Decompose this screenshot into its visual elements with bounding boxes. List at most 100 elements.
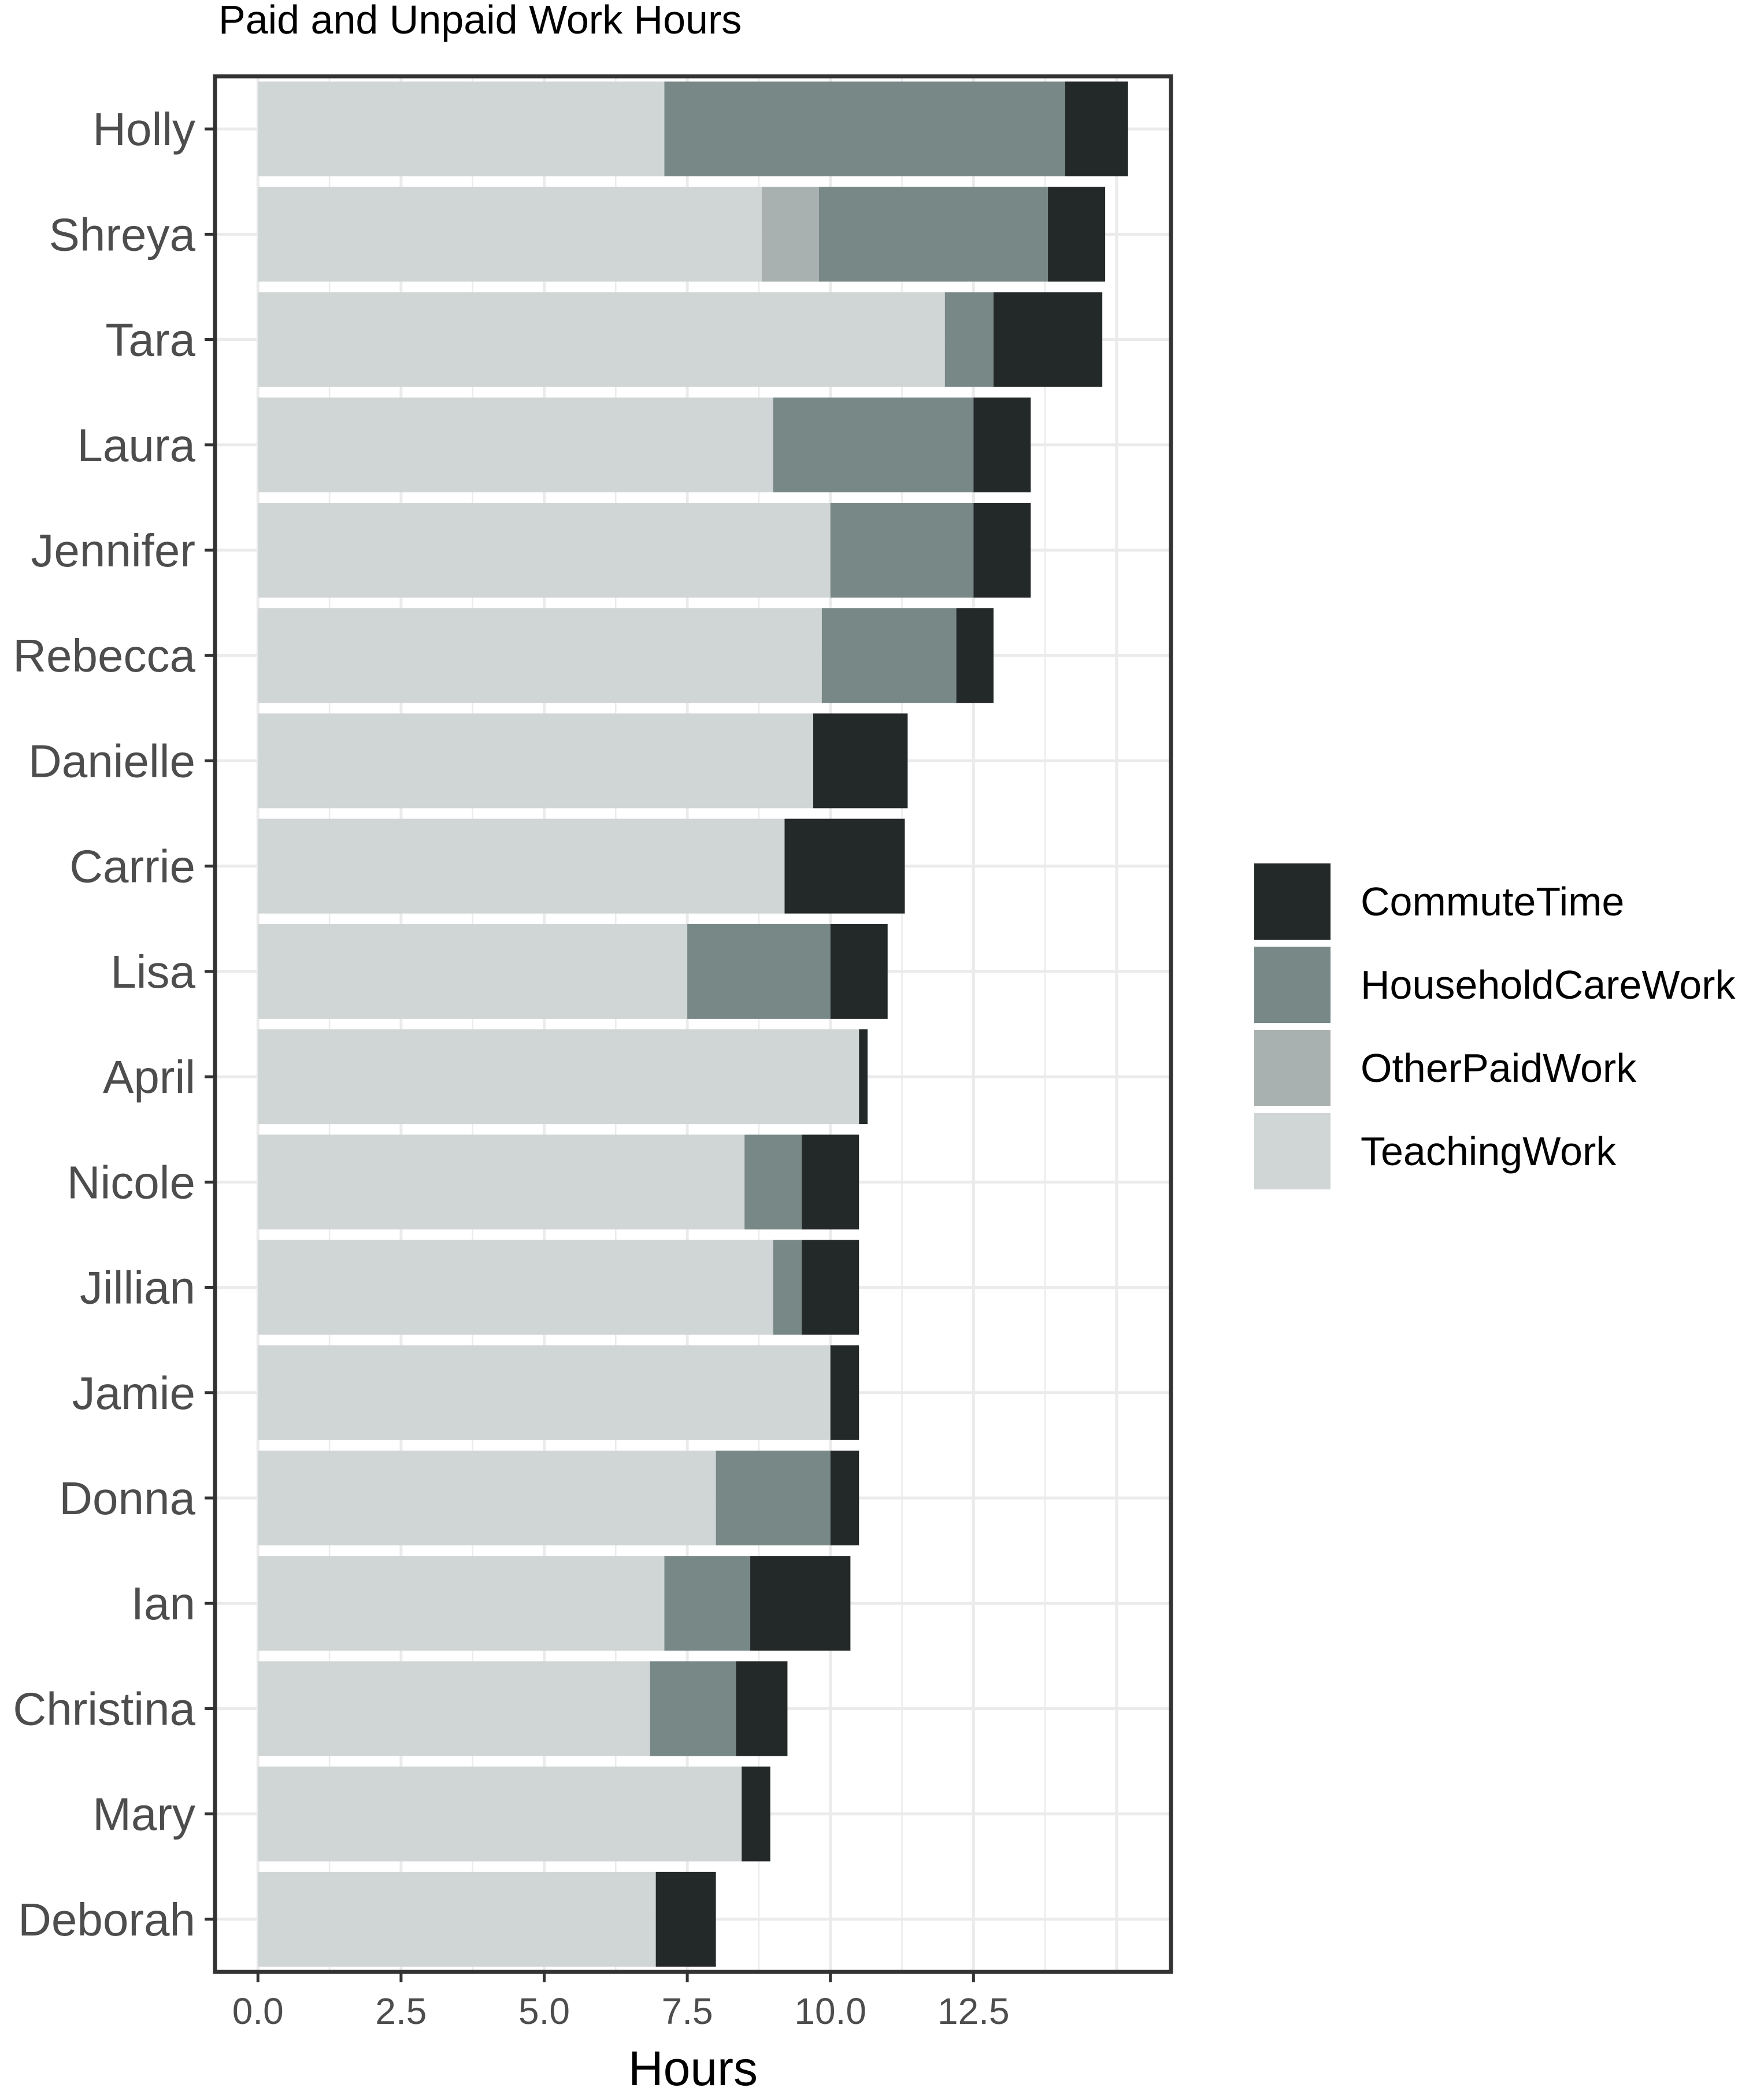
legend-key-commutetime <box>1254 863 1331 940</box>
legend-key-otherpaidwork <box>1254 1030 1331 1106</box>
bar-jennifer-teachingwork <box>258 503 831 598</box>
bar-jillian-teachingwork <box>258 1240 773 1335</box>
bar-row-rebecca <box>258 608 994 703</box>
y-axis: Holly Shreya Tara Laura Jennifer Rebecca Danie… <box>13 103 215 1945</box>
bar-laura-householdcarework <box>773 397 974 492</box>
x-axis-label: Hours <box>628 2041 758 2095</box>
y-tick-label-jamie: Jamie <box>72 1367 195 1419</box>
bar-holly-teachingwork <box>258 81 665 177</box>
bar-rebecca-householdcarework <box>821 608 957 703</box>
bar-rebecca-teachingwork <box>258 608 822 703</box>
bar-row-laura <box>258 397 1031 492</box>
bar-row-nicole <box>258 1134 859 1230</box>
y-tick-label-ian: Ian <box>131 1578 195 1629</box>
bar-donna-householdcarework <box>716 1451 831 1545</box>
bar-row-jennifer <box>258 503 1031 598</box>
legend: CommuteTime HouseholdCareWork OtherPaidWor… <box>1254 863 1736 1189</box>
y-tick-label-holly: Holly <box>92 103 195 155</box>
bar-carrie-teachingwork <box>258 818 785 914</box>
bar-row-lisa <box>258 924 888 1019</box>
bar-deborah-teachingwork <box>258 1871 656 1967</box>
legend-label-householdcarework: HouseholdCareWork <box>1361 962 1736 1007</box>
bar-nicole-householdcarework <box>744 1134 802 1230</box>
bar-rebecca-commutetime <box>956 608 994 703</box>
bar-lisa-householdcarework <box>687 924 831 1019</box>
y-tick-label-tara: Tara <box>105 314 195 366</box>
legend-item-otherpaidwork: OtherPaidWork <box>1254 1030 1637 1106</box>
bar-christina-householdcarework <box>650 1661 736 1756</box>
bar-tara-teachingwork <box>258 292 945 387</box>
bar-nicole-teachingwork <box>258 1134 745 1230</box>
y-tick-label-mary: Mary <box>92 1789 195 1840</box>
bar-row-jillian <box>258 1240 859 1335</box>
legend-key-householdcarework <box>1254 947 1331 1023</box>
bar-row-holly <box>258 81 1128 177</box>
y-tick-label-carrie: Carrie <box>69 841 195 892</box>
bar-row-christina <box>258 1661 788 1756</box>
bar-jennifer-householdcarework <box>830 503 974 598</box>
plot-panel <box>215 76 1171 1972</box>
legend-item-commutetime: CommuteTime <box>1254 863 1624 940</box>
bar-tara-householdcarework <box>944 292 994 387</box>
y-tick-label-nicole: Nicole <box>67 1156 195 1208</box>
bar-lisa-commutetime <box>830 924 888 1019</box>
bar-deborah-commutetime <box>655 1871 716 1967</box>
y-tick-label-christina: Christina <box>13 1683 195 1734</box>
bar-shreya-teachingwork <box>258 187 762 282</box>
legend-label-teachingwork: TeachingWork <box>1361 1129 1617 1174</box>
bar-donna-teachingwork <box>258 1451 716 1545</box>
bar-danielle-teachingwork <box>258 713 813 809</box>
x-tick-label: 2.5 <box>375 1990 427 2032</box>
bar-april-teachingwork <box>258 1029 859 1125</box>
y-tick-label-danielle: Danielle <box>28 735 195 787</box>
bar-row-deborah <box>258 1871 716 1967</box>
y-tick-label-rebecca: Rebecca <box>13 630 195 681</box>
y-tick-label-lisa: Lisa <box>110 946 195 998</box>
y-tick-label-april: April <box>103 1051 195 1103</box>
bar-shreya-commutetime <box>1048 187 1106 282</box>
bar-nicole-commutetime <box>802 1134 859 1230</box>
y-tick-label-jennifer: Jennifer <box>31 525 195 576</box>
bar-christina-teachingwork <box>258 1661 650 1756</box>
legend-key-teachingwork <box>1254 1113 1331 1189</box>
bar-jennifer-commutetime <box>973 503 1031 598</box>
bar-danielle-commutetime <box>813 713 908 809</box>
legend-item-householdcarework: HouseholdCareWork <box>1254 947 1736 1023</box>
bar-row-april <box>258 1029 868 1125</box>
bar-holly-commutetime <box>1065 81 1128 177</box>
bar-ian-commutetime <box>750 1556 851 1651</box>
x-tick-label: 10.0 <box>794 1990 866 2032</box>
bar-holly-householdcarework <box>664 81 1065 177</box>
bars <box>258 81 1128 1967</box>
chart-title: Paid and Unpaid Work Hours <box>218 0 742 42</box>
bar-row-mary <box>258 1766 770 1862</box>
bar-shreya-householdcarework <box>818 187 1048 282</box>
bar-donna-commutetime <box>830 1451 859 1545</box>
y-tick-label-shreya: Shreya <box>49 209 196 260</box>
x-tick-label: 7.5 <box>662 1990 713 2032</box>
bar-ian-teachingwork <box>258 1556 665 1651</box>
y-tick-label-deborah: Deborah <box>18 1894 195 1945</box>
bar-row-donna <box>258 1451 859 1545</box>
bar-row-jamie <box>258 1345 859 1440</box>
bar-row-shreya <box>258 187 1106 282</box>
bar-jamie-teachingwork <box>258 1345 831 1440</box>
bar-mary-teachingwork <box>258 1766 742 1862</box>
bar-lisa-teachingwork <box>258 924 688 1019</box>
bar-row-ian <box>258 1556 851 1651</box>
bar-ian-householdcarework <box>664 1556 751 1651</box>
bar-jillian-householdcarework <box>773 1240 802 1335</box>
bar-row-carrie <box>258 818 905 914</box>
bar-april-commutetime <box>859 1029 868 1125</box>
legend-item-teachingwork: TeachingWork <box>1254 1113 1617 1189</box>
y-tick-label-laura: Laura <box>77 420 195 471</box>
bar-row-danielle <box>258 713 908 809</box>
x-tick-label: 12.5 <box>937 1990 1010 2032</box>
x-axis: 0.0 2.5 5.0 7.5 10.0 12.5 <box>232 1972 1010 2032</box>
legend-label-otherpaidwork: OtherPaidWork <box>1361 1045 1637 1091</box>
bar-mary-commutetime <box>742 1766 770 1862</box>
bar-tara-commutetime <box>993 292 1103 387</box>
bar-jamie-commutetime <box>830 1345 859 1440</box>
bar-shreya-otherpaidwork <box>761 187 819 282</box>
